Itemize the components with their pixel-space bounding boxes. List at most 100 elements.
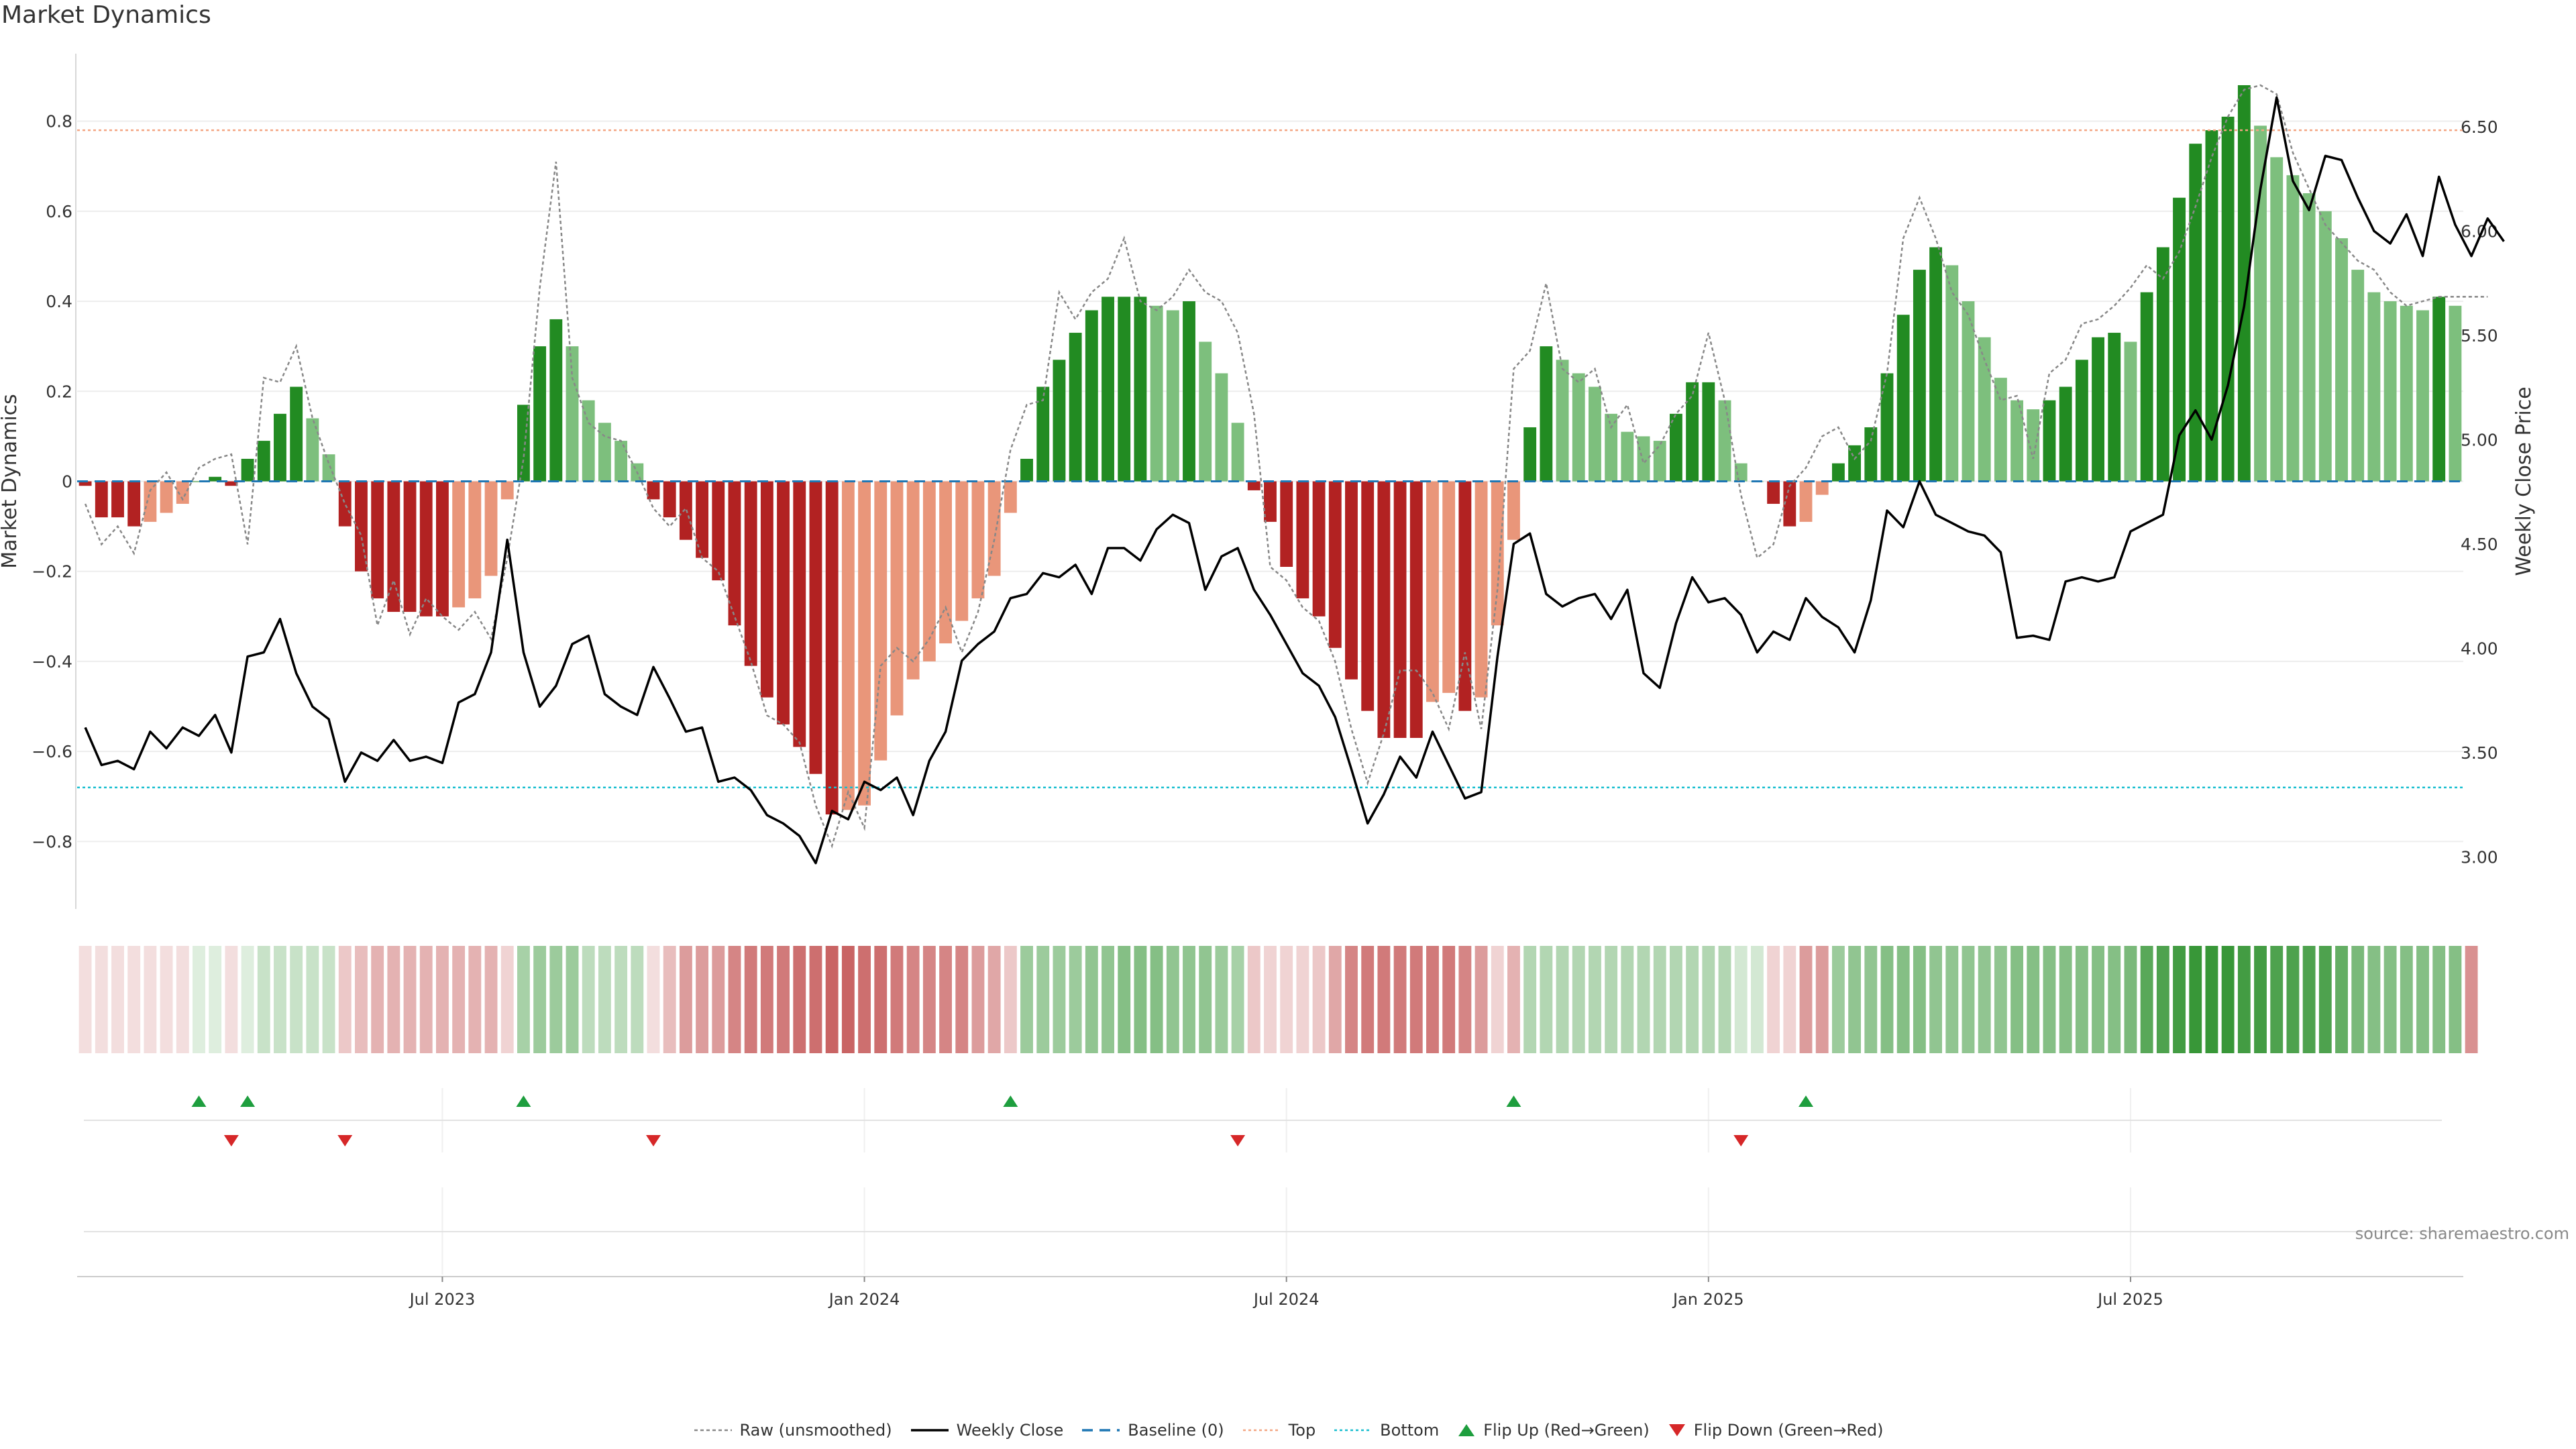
- momentum-bar: [1102, 297, 1114, 482]
- momentum-bar: [2156, 247, 2169, 482]
- regime-strip-cell: [793, 946, 806, 1053]
- momentum-bar: [1767, 481, 1780, 504]
- momentum-bar: [2302, 193, 2316, 482]
- x-tick-label: Jan 2024: [828, 1290, 900, 1309]
- momentum-bar: [760, 481, 773, 698]
- momentum-bar: [2449, 305, 2462, 482]
- momentum-bar: [176, 481, 189, 504]
- momentum-bar: [1280, 481, 1293, 567]
- regime-strip-cell: [1150, 946, 1163, 1053]
- momentum-bar: [371, 481, 384, 598]
- regime-strip-cell: [744, 946, 757, 1053]
- regime-strip-cell: [2335, 946, 2348, 1053]
- momentum-bar: [858, 481, 871, 806]
- legend-item-raw: Raw (unsmoothed): [693, 1421, 892, 1440]
- momentum-bar: [1540, 346, 1553, 482]
- regime-strip-cell: [355, 946, 368, 1053]
- regime-strip-cell: [127, 946, 141, 1053]
- momentum-bar: [2318, 211, 2332, 482]
- momentum-bar: [274, 413, 286, 482]
- regime-strip-cell: [257, 946, 270, 1053]
- momentum-bar: [2432, 297, 2446, 482]
- regime-strip-cell: [760, 946, 773, 1053]
- y2-tick-label: 4.50: [2461, 535, 2498, 554]
- momentum-bar: [1183, 301, 1195, 482]
- flip-down-marker: [1733, 1135, 1749, 1146]
- regime-strip-cell: [2173, 946, 2186, 1053]
- regime-strip-cell: [1945, 946, 1959, 1053]
- momentum-bar: [1815, 481, 1829, 495]
- regime-strip-cell: [987, 946, 1001, 1053]
- regime-strip-cell: [1442, 946, 1456, 1053]
- y-tick-label: −0.4: [32, 652, 72, 672]
- regime-strip-cell: [2140, 946, 2153, 1053]
- regime-strip-cell: [1702, 946, 1715, 1053]
- regime-strip-cell: [1345, 946, 1358, 1053]
- y-tick-label: 0.8: [46, 112, 72, 131]
- regime-strip-cell: [2059, 946, 2072, 1053]
- y-axis-title: Market Dynamics: [0, 394, 21, 569]
- momentum-bar: [1118, 297, 1131, 482]
- regime-strip-cell: [1864, 946, 1878, 1053]
- momentum-bar: [1556, 360, 1569, 482]
- momentum-bar: [1831, 463, 1845, 482]
- momentum-bar: [1312, 481, 1326, 616]
- momentum-bar: [1361, 481, 1375, 711]
- flip-up-marker: [191, 1095, 207, 1107]
- regime-strip-cell: [712, 946, 725, 1053]
- momentum-bar: [1328, 481, 1342, 648]
- regime-strip-cell: [1783, 946, 1796, 1053]
- regime-strip-cell: [2351, 946, 2365, 1053]
- regime-strip-cell: [1913, 946, 1926, 1053]
- momentum-bar: [566, 346, 579, 482]
- y2-tick-label: 5.50: [2461, 326, 2498, 345]
- regime-strip-cell: [679, 946, 692, 1053]
- regime-strip-cell: [1718, 946, 1731, 1053]
- regime-strip-cell: [78, 946, 92, 1053]
- regime-strip-cell: [1767, 946, 1780, 1053]
- momentum-bar: [2108, 333, 2121, 482]
- regime-strip-cell: [160, 946, 173, 1053]
- y2-tick-label: 4.00: [2461, 639, 2498, 658]
- momentum-bar: [614, 441, 628, 482]
- regime-strip-cell: [225, 946, 238, 1053]
- regime-strip-cell: [1896, 946, 1910, 1053]
- momentum-bar: [987, 481, 1001, 576]
- regime-strip-cell: [858, 946, 871, 1053]
- momentum-bar: [1345, 481, 1358, 680]
- regime-strip-cell: [95, 946, 108, 1053]
- y2-axis-title: Weekly Close Price: [2512, 386, 2536, 576]
- momentum-bar: [306, 418, 319, 482]
- regime-strip-cell: [2108, 946, 2121, 1053]
- y-tick-label: −0.2: [32, 562, 72, 582]
- flip-up-marker: [1506, 1095, 1521, 1107]
- regime-strip-cell: [2367, 946, 2381, 1053]
- momentum-bar: [225, 481, 238, 486]
- momentum-bar: [744, 481, 757, 666]
- x-tick-label: Jul 2024: [1252, 1290, 1320, 1309]
- momentum-bar: [1507, 481, 1520, 540]
- regime-strip-cell: [1540, 946, 1553, 1053]
- legend-item-baseline: Baseline (0): [1081, 1421, 1224, 1440]
- regime-strip-cell: [1361, 946, 1375, 1053]
- momentum-bar: [1377, 481, 1391, 738]
- momentum-bar: [1864, 427, 1878, 482]
- momentum-bar: [1426, 481, 1439, 702]
- regime-strip-cell: [2156, 946, 2169, 1053]
- momentum-bar: [2254, 125, 2267, 482]
- regime-strip-cell: [825, 946, 839, 1053]
- regime-strip-cell: [1296, 946, 1309, 1053]
- regime-strip-cell: [2302, 946, 2316, 1053]
- regime-strip-cell: [1264, 946, 1277, 1053]
- regime-strip-cell: [922, 946, 936, 1053]
- regime-strip-cell: [2400, 946, 2413, 1053]
- regime-strip-cell: [1848, 946, 1862, 1053]
- regime-strip-cell: [2270, 946, 2284, 1053]
- momentum-bar: [1134, 297, 1147, 482]
- regime-strip-cell: [176, 946, 189, 1053]
- momentum-bar: [387, 481, 400, 612]
- legend-item-flip-up: Flip Up (Red→Green): [1456, 1421, 1650, 1440]
- flip-down-marker: [337, 1135, 353, 1146]
- regime-strip-cell: [1686, 946, 1699, 1053]
